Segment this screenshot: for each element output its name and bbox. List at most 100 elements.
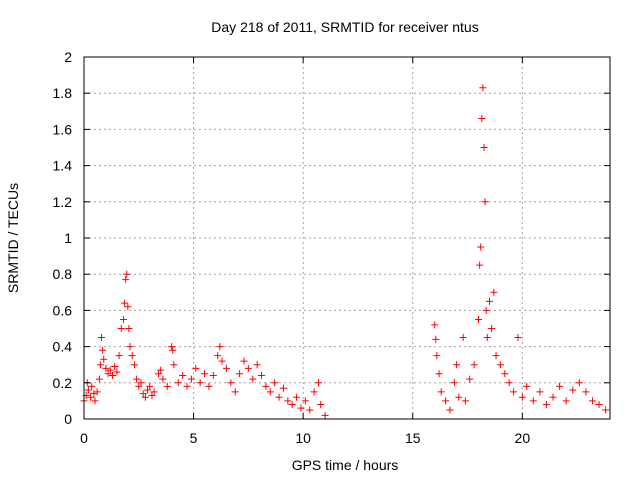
data-point (542, 401, 550, 409)
data-point (453, 361, 461, 369)
data-point (569, 386, 577, 394)
data-point (135, 382, 143, 390)
data-point (231, 388, 239, 396)
data-point (476, 261, 484, 269)
data-point (102, 364, 110, 372)
data-point (130, 361, 138, 369)
data-point (157, 366, 165, 374)
data-point (431, 321, 439, 329)
data-point (187, 375, 195, 383)
data-point (121, 299, 129, 307)
data-point (321, 411, 329, 419)
data-point (98, 334, 106, 342)
axis-ticks: 00.20.40.60.811.21.41.61.820 5 10 15 20 (53, 49, 610, 446)
data-point (588, 397, 596, 405)
data-point (562, 397, 570, 405)
y-tick-label: 0 (64, 411, 72, 427)
data-point (505, 379, 513, 387)
data-point (482, 306, 490, 314)
data-point (150, 388, 158, 396)
data-point (108, 372, 116, 380)
data-point (475, 315, 482, 323)
data-point (125, 325, 133, 332)
data-point (488, 325, 496, 332)
data-point (523, 382, 531, 390)
data-point (529, 397, 537, 405)
data-point (87, 393, 95, 401)
data-point (240, 357, 248, 365)
data-point (433, 352, 441, 360)
data-point (119, 315, 127, 323)
data-point (214, 352, 222, 360)
data-point (99, 346, 107, 354)
data-point (455, 393, 463, 401)
data-point (117, 325, 125, 332)
data-point (549, 393, 557, 401)
data-point (514, 334, 522, 342)
data-point (271, 379, 279, 387)
data-point (209, 372, 217, 380)
data-point (432, 335, 440, 343)
data-point (480, 144, 488, 151)
data-point (155, 370, 163, 378)
data-point (258, 372, 266, 380)
data-point (492, 352, 500, 360)
data-point (284, 397, 292, 405)
data-point (461, 397, 469, 405)
y-tick-label: 0.4 (53, 339, 73, 355)
data-point (470, 361, 478, 369)
data-point (437, 388, 445, 396)
data-point (485, 297, 493, 305)
data-point (106, 366, 114, 374)
x-axis-label: GPS time / hours (292, 457, 399, 473)
data-point (435, 370, 443, 378)
data-point (222, 364, 230, 372)
data-point (266, 388, 274, 396)
data-point (168, 343, 176, 351)
data-point (91, 397, 99, 405)
grid (84, 57, 610, 419)
data-point (244, 364, 252, 372)
y-tick-label: 0.2 (53, 375, 73, 391)
x-tick-label: 0 (80, 430, 88, 446)
data-point (490, 288, 498, 296)
data-point (205, 382, 213, 390)
data-point (253, 361, 261, 369)
data-point (595, 401, 603, 409)
data-point (275, 393, 283, 401)
data-point (483, 334, 491, 342)
data-point (297, 404, 305, 412)
data-point (288, 401, 296, 409)
data-points (80, 84, 610, 419)
data-point (446, 406, 454, 414)
y-tick-label: 1 (64, 230, 72, 246)
data-point (96, 361, 104, 369)
x-tick-label: 5 (190, 430, 198, 446)
data-point (501, 370, 509, 378)
data-point (146, 382, 154, 390)
data-point (133, 375, 141, 383)
y-tick-label: 1.2 (53, 194, 73, 210)
data-point (201, 370, 209, 378)
data-point (122, 276, 130, 284)
data-point (128, 352, 136, 360)
data-point (192, 364, 200, 372)
data-point (310, 388, 318, 396)
y-tick-label: 0.6 (53, 302, 73, 318)
data-point (115, 352, 123, 360)
data-point (510, 388, 518, 396)
data-point (481, 198, 489, 206)
data-point (123, 270, 131, 278)
data-point (216, 343, 224, 351)
data-point (84, 386, 92, 394)
data-point (450, 379, 458, 387)
data-point (249, 375, 257, 383)
x-tick-label: 10 (295, 430, 311, 446)
data-point (90, 390, 98, 398)
data-point (293, 393, 301, 401)
plot-frame (83, 56, 611, 420)
x-tick-label: 20 (515, 430, 531, 446)
data-point (556, 382, 564, 390)
data-point (100, 355, 108, 363)
data-point (124, 303, 132, 311)
